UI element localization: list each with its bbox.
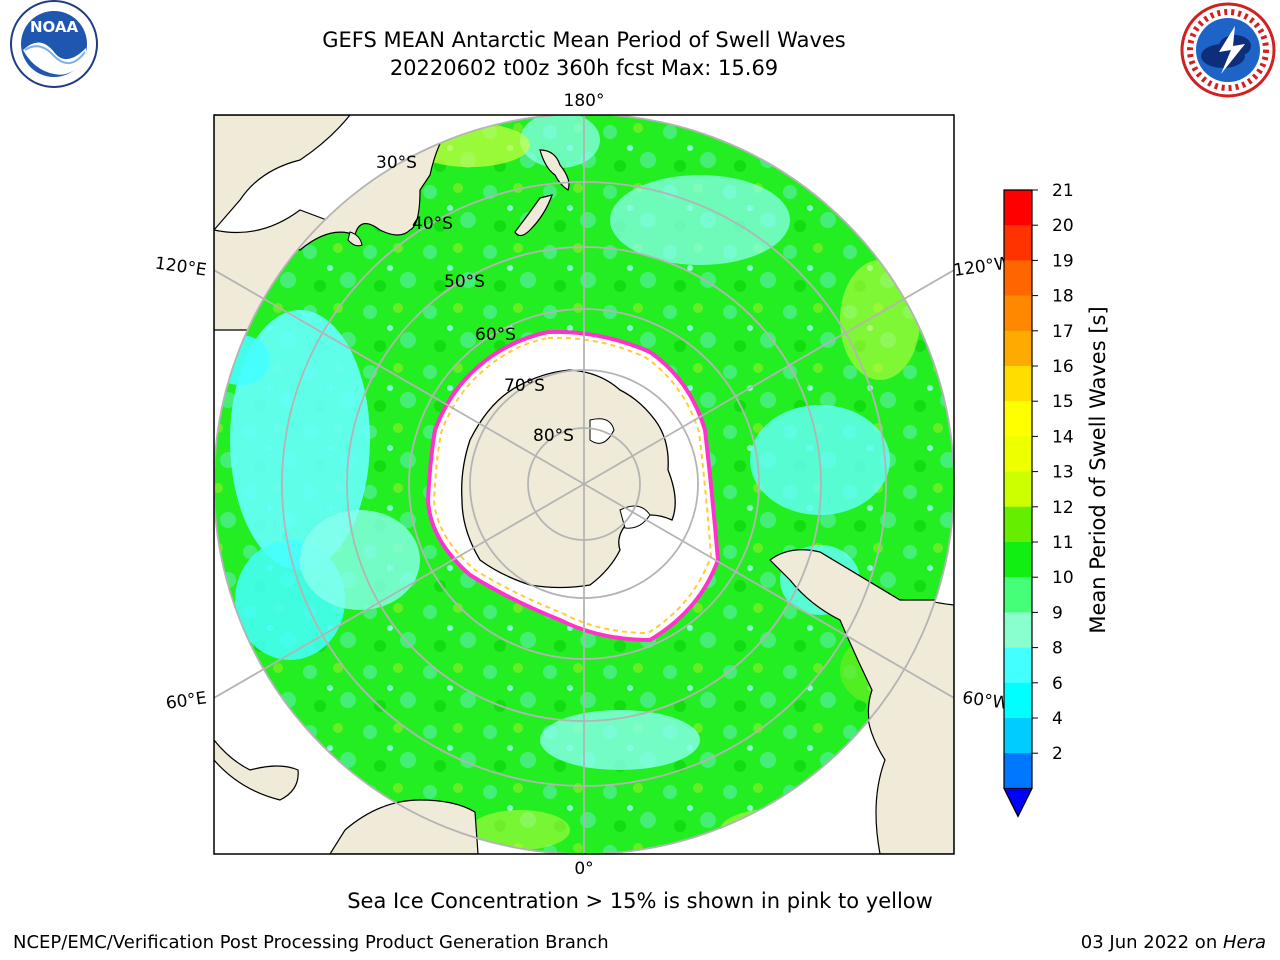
colorbar-tick-label: 8: [1052, 639, 1063, 659]
lat-label-60s: 60°S: [475, 325, 516, 345]
lon-label-120e: 120°E: [154, 254, 208, 281]
colorbar-tick-label: 11: [1052, 533, 1074, 553]
sea-ice-edge-yellow: [432, 336, 713, 635]
caption: Sea Ice Concentration > 15% is shown in …: [347, 889, 933, 913]
colorbar-segment: [1004, 647, 1032, 684]
colorbar-tick-label: 19: [1052, 251, 1074, 271]
colorbar-label: Mean Period of Swell Waves [s]: [1086, 306, 1110, 633]
colorbar-segment: [1004, 295, 1032, 332]
colorbar-segment: [1004, 225, 1032, 261]
colorbar-segment: [1004, 260, 1032, 297]
colorbar-tick-label: 17: [1052, 322, 1074, 342]
sea-ice-edge-pink: [425, 329, 721, 643]
nws-logo: [1180, 2, 1276, 98]
graticule: [214, 115, 954, 854]
colorbar-segment: [1004, 366, 1032, 402]
lat-label-70s: 70°S: [504, 376, 545, 396]
colorbar-outline: [1003, 189, 1033, 818]
lon-label-0: 0°: [574, 859, 593, 879]
colorbar-segment: [1004, 330, 1032, 367]
colorbar-tick-label: 2: [1052, 744, 1063, 764]
lat-label-80s: 80°S: [533, 426, 574, 446]
colorbar-tick-label: 9: [1052, 603, 1063, 623]
latitude-labels: 30°S 40°S 50°S 60°S 70°S 80°S: [376, 153, 574, 446]
colorbar-tick-label: 14: [1052, 427, 1074, 447]
colorbar-tick-label: 12: [1052, 498, 1074, 518]
noaa-logo: NOAA: [10, 0, 98, 88]
footer-date: 03 Jun 2022 on: [1080, 932, 1223, 953]
colorbar-segment: [1004, 753, 1032, 789]
colorbar-segment: [1004, 542, 1032, 578]
colorbar-segment: [1004, 471, 1032, 508]
map-frame: [213, 114, 955, 855]
footer-right: 03 Jun 2022 on Hera: [1081, 932, 1266, 953]
colorbar-tick-label: 21: [1052, 181, 1074, 201]
colorbar-tick-label: 15: [1052, 392, 1074, 412]
colorbar-segment: [1004, 401, 1032, 437]
lat-label-30s: 30°S: [376, 153, 417, 173]
colorbar-segment: [1004, 718, 1032, 754]
colorbar-extend-arrow: [1003, 787, 1033, 818]
colorbar-tick-label: 16: [1052, 357, 1074, 377]
title-line-2: 20220602 t00z 360h fcst Max: 15.69: [389, 56, 779, 80]
colorbar-segment: [1004, 436, 1032, 473]
colorbar-segment: [1004, 612, 1032, 649]
colorbar-tick-label: 13: [1052, 463, 1074, 483]
colorbar-segment: [1004, 190, 1032, 226]
title-line-1: GEFS MEAN Antarctic Mean Period of Swell…: [322, 28, 846, 52]
colorbar-segment: [1004, 577, 1032, 613]
footer-left: NCEP/EMC/Verification Post Processing Pr…: [13, 932, 609, 953]
lon-label-60w: 60°W: [961, 688, 1010, 714]
map-area: [214, 115, 954, 854]
lon-label-180: 180°: [564, 91, 605, 111]
colorbar-segment: [1004, 682, 1032, 719]
colorbar-tick-label: 10: [1052, 568, 1074, 588]
colorbar-tick-label: 6: [1052, 674, 1063, 694]
colorbar-tick-label: 18: [1052, 287, 1074, 307]
colorbar-segment: [1004, 506, 1032, 543]
antarctica-land: [461, 369, 676, 589]
lat-label-40s: 40°S: [412, 214, 453, 234]
noaa-logo-text: NOAA: [30, 18, 79, 36]
colorbar: 21 20 19 18 17 16 15 14 13 12 11 10 9 8 6 4 2: [1003, 181, 1074, 818]
colorbar-tick-label: 20: [1052, 216, 1074, 236]
chart-title: GEFS MEAN Antarctic Mean Period of Swell…: [0, 26, 1168, 82]
lon-label-60e: 60°E: [165, 688, 208, 713]
lat-label-50s: 50°S: [444, 272, 485, 292]
footer-host: Hera: [1222, 932, 1266, 953]
colorbar-tick-label: 4: [1052, 709, 1063, 729]
